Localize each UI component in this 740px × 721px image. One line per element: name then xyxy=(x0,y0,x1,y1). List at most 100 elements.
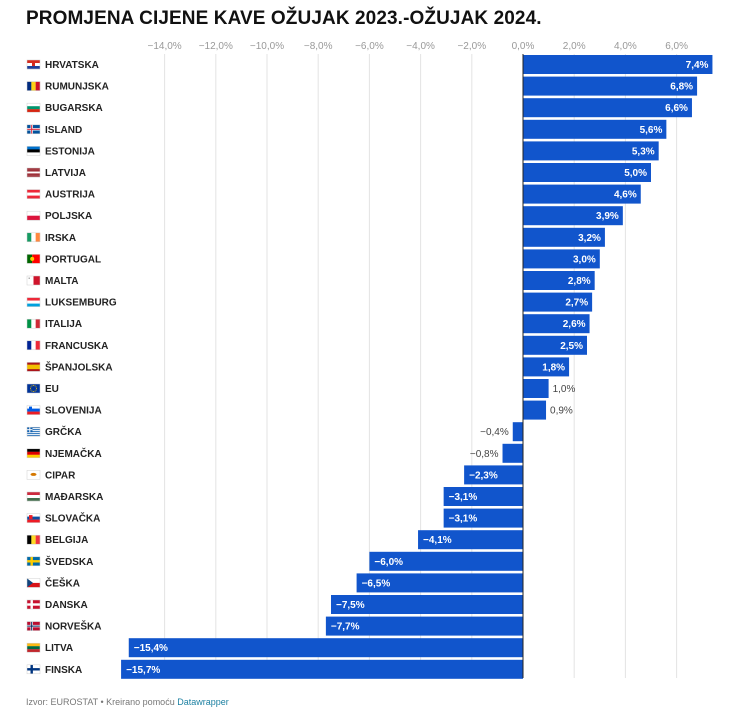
category-label: MAĐARSKA xyxy=(45,492,103,503)
category-label: CIPAR xyxy=(45,470,76,481)
value-label: 3,0% xyxy=(573,254,596,265)
category-label: LITVA xyxy=(45,643,73,654)
category-label: AUSTRIJA xyxy=(45,190,95,201)
category-label: LUKSEMBURG xyxy=(45,298,117,309)
chart-footer: Izvor: EUROSTAT • Kreirano pomoću Datawr… xyxy=(26,697,229,707)
category-label: DANSKA xyxy=(45,600,88,611)
x-tick-label: 6,0% xyxy=(665,41,688,52)
bar xyxy=(418,530,523,550)
value-label: 2,6% xyxy=(563,319,586,330)
flag-lt-icon xyxy=(26,642,41,653)
flag-ro-icon xyxy=(26,81,41,91)
value-label: −6,0% xyxy=(374,557,403,568)
flag-dk-icon xyxy=(26,599,41,610)
source-note: Izvor: EUROSTAT • Kreirano pomoću xyxy=(26,697,175,707)
value-label: 1,8% xyxy=(542,362,565,373)
bar xyxy=(443,487,523,506)
category-label: POLJSKA xyxy=(45,211,92,222)
bar xyxy=(523,292,593,312)
category-label: ESTONIJA xyxy=(45,146,95,157)
flag-bg-icon xyxy=(26,102,41,113)
bar xyxy=(523,357,570,377)
bar xyxy=(523,184,641,204)
x-tick-label: −6,0% xyxy=(355,41,384,52)
flag-gr-icon xyxy=(26,426,41,437)
flag-fr-icon xyxy=(26,340,41,351)
flag-pl-icon xyxy=(26,210,41,221)
flag-fi-icon xyxy=(26,664,41,675)
category-label: BUGARSKA xyxy=(45,103,103,114)
bar xyxy=(443,508,523,528)
value-label: −3,1% xyxy=(449,514,478,525)
bar xyxy=(523,227,605,247)
value-label: 6,6% xyxy=(665,103,688,114)
category-label: MALTA xyxy=(45,276,79,287)
value-label: −15,4% xyxy=(134,643,168,654)
flag-no-icon xyxy=(26,621,41,631)
flag-is-icon xyxy=(26,124,41,135)
flag-cz-icon xyxy=(26,578,41,588)
flag-es-icon xyxy=(26,362,41,372)
bar xyxy=(523,249,600,269)
flag-se-icon xyxy=(26,556,41,567)
category-label: SLOVAČKA xyxy=(45,512,100,525)
value-label: −2,3% xyxy=(469,470,498,481)
bar xyxy=(331,595,523,614)
flag-lv-icon xyxy=(26,167,41,178)
flag-hu-icon xyxy=(26,491,41,502)
category-label: ISLAND xyxy=(45,125,82,136)
x-tick-label: −14,0% xyxy=(147,41,181,52)
bar xyxy=(325,616,523,636)
flag-mt-icon xyxy=(26,275,41,286)
value-label: −3,1% xyxy=(449,492,478,503)
flag-ee-icon xyxy=(26,146,41,156)
value-label: 3,2% xyxy=(578,233,601,244)
bar xyxy=(502,443,523,463)
flag-be-icon xyxy=(26,534,41,545)
bar xyxy=(512,422,523,442)
bar xyxy=(128,638,523,658)
bar xyxy=(523,379,549,398)
bar xyxy=(523,76,698,96)
x-tick-label: 0,0% xyxy=(512,41,535,52)
category-label: ITALIJA xyxy=(45,319,82,330)
value-label: −7,5% xyxy=(336,600,365,611)
category-label: ČEŠKA xyxy=(45,576,80,589)
bar xyxy=(369,551,523,571)
value-label: −0,4% xyxy=(480,427,509,438)
flag-lu-icon xyxy=(26,297,41,307)
x-tick-label: 4,0% xyxy=(614,41,637,52)
bar xyxy=(523,400,547,420)
category-label: SLOVENIJA xyxy=(45,406,102,417)
flag-ie-icon xyxy=(26,232,41,243)
bar-chart: −14,0% −12,0% −10,0% −8,0% −6,0% −4,0% −2,0% 0,… xyxy=(26,41,713,679)
flag-de-icon xyxy=(26,448,41,459)
bar xyxy=(523,271,595,290)
bar xyxy=(523,119,667,139)
category-label: NJEMAČKA xyxy=(45,447,102,460)
bar xyxy=(121,659,523,679)
flag-cy-icon xyxy=(26,470,41,480)
value-label: 2,5% xyxy=(560,341,583,352)
flag-eu-icon xyxy=(26,383,41,394)
category-label: NORVEŠKA xyxy=(45,620,102,633)
flag-pt-icon xyxy=(26,254,41,264)
category-label: FRANCUSKA xyxy=(45,341,108,352)
value-label: 0,9% xyxy=(550,406,573,417)
datawrapper-link[interactable]: Datawrapper xyxy=(177,697,229,707)
value-label: 7,4% xyxy=(686,60,709,71)
value-label: 6,8% xyxy=(670,82,693,93)
category-label: PORTUGAL xyxy=(45,254,101,265)
flag-hr-icon xyxy=(26,59,41,70)
bar xyxy=(523,141,659,161)
bar xyxy=(523,335,587,355)
category-label: FINSKA xyxy=(45,665,82,676)
value-label: −15,7% xyxy=(126,665,160,676)
bar xyxy=(523,163,651,182)
bar xyxy=(523,55,713,74)
category-label: BELGIJA xyxy=(45,535,88,546)
value-label: 2,7% xyxy=(565,298,588,309)
value-label: 1,0% xyxy=(553,384,576,395)
flag-si-icon xyxy=(26,405,41,415)
x-tick-label: 2,0% xyxy=(563,41,586,52)
